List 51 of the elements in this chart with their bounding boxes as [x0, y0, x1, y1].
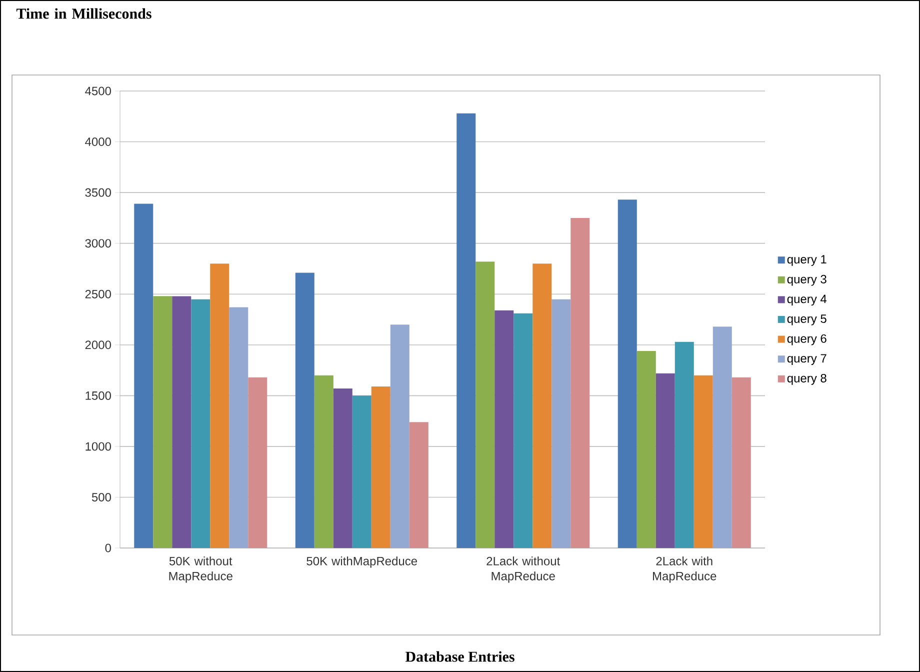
bar: [134, 204, 154, 548]
y-tick-label: 3500: [85, 188, 111, 197]
legend-label: query 3: [787, 274, 826, 286]
x-tick-label: 2Lack with MapReduce: [653, 556, 716, 583]
legend-label: query 5: [787, 314, 826, 326]
bar: [371, 386, 390, 548]
bar: [153, 296, 172, 548]
legend-label: query 1: [787, 255, 826, 266]
y-tick-label: 0: [105, 544, 112, 552]
bar: [456, 113, 476, 548]
y-tick-label: 1000: [86, 442, 111, 451]
bar: [694, 375, 713, 548]
bar: [352, 396, 372, 548]
y-tick-label: 2500: [85, 290, 111, 298]
bar: [409, 422, 428, 548]
bar: [656, 373, 675, 548]
bar: [494, 310, 514, 548]
legend-label: query 6: [787, 334, 826, 346]
bar: [636, 350, 656, 548]
bar: [532, 264, 552, 548]
bar: [476, 262, 495, 548]
bar: [390, 324, 410, 548]
bar: [674, 342, 694, 548]
x-tick-label: 2Lack without MapReduce: [486, 556, 560, 583]
bar: [210, 264, 230, 548]
bar: [172, 296, 192, 548]
bar: [333, 388, 352, 548]
x-tick-label: 50K withMapReduce: [306, 556, 418, 568]
bar: [552, 299, 571, 548]
bar: [514, 313, 533, 548]
bar: [191, 299, 210, 548]
legend-label: query 4: [787, 294, 827, 306]
y-tick-label: 1500: [86, 391, 111, 400]
y-tick-label: 500: [92, 492, 111, 502]
legend-label: query 7: [787, 354, 826, 365]
x-tick-label: 50K without MapReduce: [169, 556, 232, 583]
y-tick-label: 4000: [85, 138, 111, 146]
legend-label: query 8: [787, 374, 826, 385]
bar: [732, 377, 751, 548]
bar: [712, 326, 732, 548]
bar: [229, 307, 248, 548]
chart-title: Time in Milliseconds: [16, 8, 152, 19]
bar: [295, 272, 314, 548]
bar: [618, 200, 637, 548]
bar: [314, 375, 334, 548]
y-tick-label: 2000: [85, 340, 111, 350]
y-tick-label: 3000: [85, 239, 111, 248]
bar: [248, 377, 268, 548]
x-axis-title: Database Entries: [405, 651, 514, 662]
bar: [570, 218, 590, 548]
y-tick-label: 4500: [85, 86, 111, 96]
